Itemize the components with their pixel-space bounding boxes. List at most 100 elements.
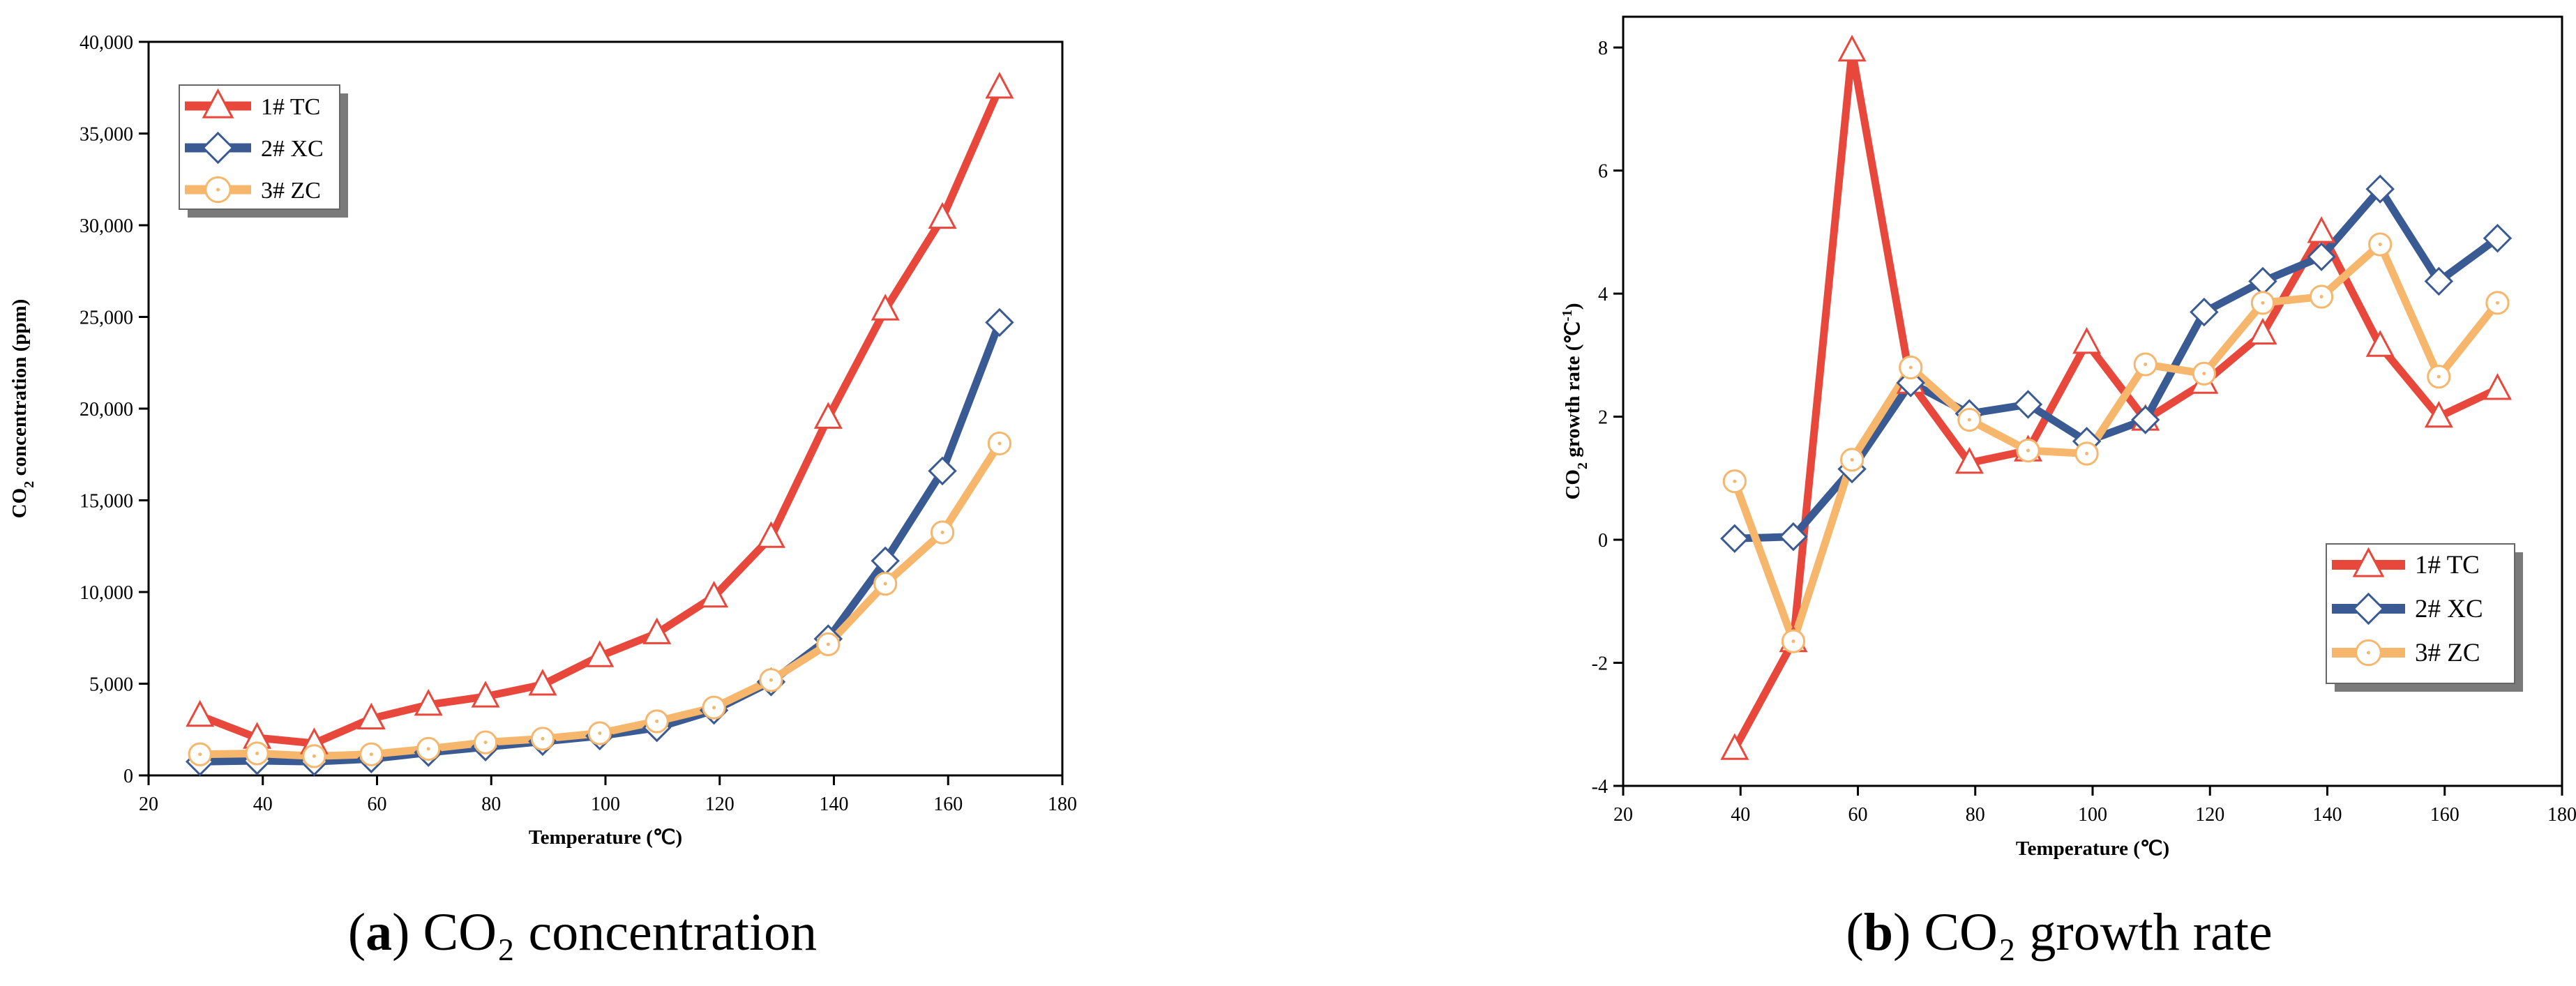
data-point-3-zc — [2250, 291, 2275, 315]
data-point-2-xc — [2483, 223, 2513, 253]
legend-item-3-zc: 3# ZC — [185, 176, 321, 204]
data-point-3-zc-dot — [598, 731, 602, 736]
data-point-1-tc — [871, 294, 900, 321]
x-tick-label: 120 — [705, 794, 735, 815]
y-axis-title-part: concentration (ppm) — [8, 299, 31, 481]
y-axis-title-part: -1 — [1560, 310, 1575, 321]
data-point-3-zc-dot — [1850, 457, 1854, 462]
series-line-2-xc — [196, 318, 1004, 766]
data-point-3-zc-dot — [483, 741, 488, 745]
data-point-3-zc — [473, 730, 498, 754]
data-point-3-zc — [873, 572, 898, 596]
data-point-3-zc-dot — [2319, 294, 2323, 298]
data-point-1-tc — [2307, 216, 2336, 243]
data-point-3-zc-dot — [826, 642, 830, 646]
y-tick-label: 0 — [1598, 530, 1608, 552]
x-tick-label: 160 — [2430, 804, 2460, 826]
data-point-2-xc — [1720, 524, 1749, 553]
data-point-3-zc-dot — [1733, 479, 1737, 483]
legend-item-1-tc: 1# TC — [185, 88, 320, 120]
data-point-2-xc — [1779, 522, 1808, 552]
data-point-3-zc-dot — [1791, 639, 1795, 644]
data-point-1-tc — [2424, 400, 2453, 428]
legend-marker-3-zc-dot — [216, 188, 220, 192]
data-point-3-zc-dot — [1967, 418, 1971, 422]
data-point-1-tc — [642, 617, 672, 644]
data-point-3-zc-dot — [2144, 363, 2148, 367]
data-point-3-zc — [2016, 438, 2040, 463]
y-tick-label: 40,000 — [80, 32, 133, 54]
data-point-2-xc — [2424, 266, 2454, 296]
data-point-3-zc-dot — [312, 754, 316, 758]
data-point-2-xc — [2307, 242, 2336, 271]
y-axis-title: CO2 concentration (ppm) — [8, 299, 37, 519]
data-point-1-tc — [528, 669, 557, 696]
data-point-3-zc-dot — [2378, 242, 2382, 246]
data-point-3-zc — [1899, 355, 1923, 380]
data-point-3-zc — [987, 431, 1012, 456]
series-group — [185, 72, 1014, 776]
data-point-3-zc-dot — [940, 531, 944, 535]
caption-text: CO₂ concentration — [423, 903, 817, 962]
series-line-1-tc — [1731, 47, 2501, 753]
data-point-1-tc — [471, 681, 500, 708]
x-tick-label: 40 — [1731, 804, 1750, 826]
data-point-3-zc-dot — [997, 441, 1002, 446]
data-point-3-zc-dot — [769, 678, 773, 682]
data-point-1-tc — [1720, 733, 1749, 760]
data-point-2-xc — [985, 308, 1014, 337]
panel-b-co2-growth-rate: 20 40 60 80 100 120 140 160 180 -4 -2 0 2 4 6 8 Temperat… — [1560, 15, 2576, 962]
data-point-3-zc — [2309, 285, 2334, 309]
x-tick-label: 80 — [1966, 804, 1985, 826]
y-axis-title: CO2 growth rate (℃-1) — [1560, 303, 1590, 499]
legend: 1# TC 2# XC 3# ZC — [179, 84, 348, 218]
y-tick-label: 30,000 — [80, 215, 133, 237]
data-point-2-xc — [2190, 297, 2219, 327]
y-tick-label: 15,000 — [80, 491, 133, 513]
data-point-3-zc-dot — [2436, 374, 2441, 379]
legend-marker-1-tc — [202, 88, 234, 119]
data-point-3-zc — [2485, 291, 2510, 315]
y-tick-label: 8 — [1598, 38, 1608, 59]
data-point-3-zc — [2074, 441, 2099, 466]
data-point-1-tc — [2365, 330, 2395, 357]
data-point-1-tc — [1837, 34, 1867, 62]
y-axis-title-part: CO — [8, 488, 31, 519]
data-point-3-zc-dot — [541, 736, 545, 741]
data-point-2-xc — [2013, 390, 2043, 419]
y-tick-label: 35,000 — [80, 124, 133, 146]
data-point-1-tc — [1954, 447, 1984, 474]
data-point-1-tc — [985, 72, 1014, 99]
data-point-3-zc-dot — [883, 582, 887, 586]
data-point-3-zc — [816, 632, 841, 657]
caption: (b) CO₂ growth rate — [1846, 903, 2272, 962]
data-point-3-zc — [1957, 407, 1982, 432]
data-point-3-zc-dot — [1908, 365, 1913, 370]
data-point-1-tc — [356, 702, 386, 730]
data-point-3-zc — [302, 744, 326, 768]
caption-text: CO₂ growth rate — [1924, 903, 2272, 962]
data-point-1-tc — [2072, 326, 2102, 354]
data-point-3-zc-dot — [426, 747, 430, 751]
data-point-3-zc — [1839, 448, 1865, 472]
caption-open-paren: ( — [1846, 903, 1863, 962]
legend-marker-2-xc — [2352, 592, 2385, 625]
data-point-3-zc-dot — [655, 719, 659, 723]
legend-label-2-xc: 2# XC — [261, 136, 324, 162]
data-point-1-tc — [756, 521, 785, 548]
x-axis-title: Temperature (℃) — [529, 826, 682, 849]
data-point-2-xc — [2130, 405, 2160, 434]
data-point-2-xc — [928, 456, 957, 486]
data-point-3-zc-dot — [198, 752, 202, 757]
legend-marker-1-tc — [2352, 547, 2385, 577]
y-tick-label: 10,000 — [80, 582, 133, 604]
series-markers-3-zc — [1722, 232, 2510, 653]
y-axis-title-part: 2 — [1575, 462, 1590, 469]
data-point-1-tc — [928, 202, 957, 229]
data-point-3-zc — [2192, 361, 2216, 386]
legend-marker-3-zc — [2355, 639, 2382, 667]
data-point-1-tc — [2248, 317, 2277, 345]
legend-label-1-tc: 1# TC — [2415, 551, 2480, 579]
data-point-1-tc — [700, 580, 729, 608]
series-markers-2-xc — [185, 308, 1014, 776]
